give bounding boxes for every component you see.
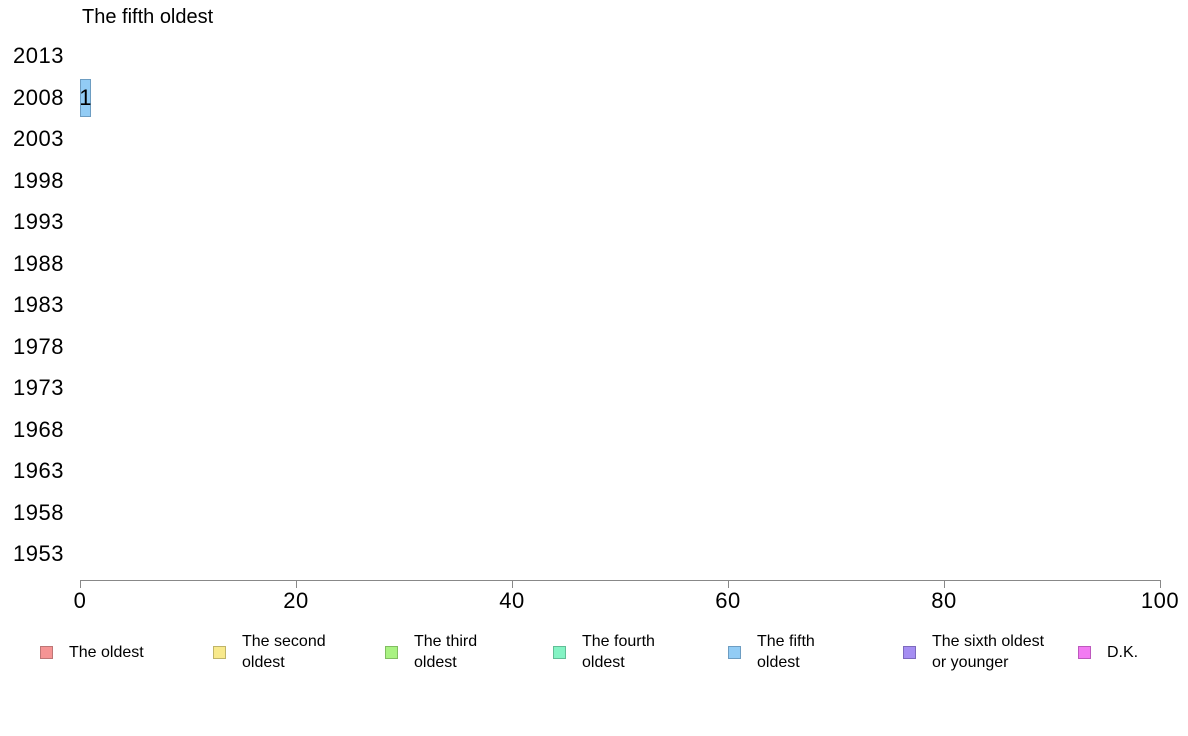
x-axis-tick-label: 100: [1140, 588, 1180, 613]
x-axis-line: [80, 580, 1161, 581]
bar-2008: [80, 78, 91, 117]
x-axis-tick-label: 20: [283, 588, 309, 613]
y-axis-label: 1963: [13, 458, 64, 483]
legend: The oldest The second oldest The third oldes…: [0, 626, 1188, 678]
y-axis-label: 1993: [13, 209, 64, 234]
x-axis-tick-label: 0: [73, 588, 87, 613]
y-axis-label: 1953: [13, 541, 64, 566]
legend-item-the-fourth-oldest: The fourth oldest: [553, 626, 655, 678]
legend-label: D.K.: [1107, 643, 1139, 661]
y-axis-label: 2008: [13, 84, 64, 110]
y-axis-label: 1998: [13, 167, 64, 193]
legend-item-the-sixth-oldest-or-younger: The sixth oldest or younger: [903, 626, 1044, 678]
legend-label: The second oldest: [242, 633, 326, 671]
legend-swatch-icon: [385, 645, 398, 659]
legend-label: The third oldest: [414, 633, 478, 671]
legend-item-the-oldest: The oldest: [40, 626, 144, 678]
y-axis-label: 2003: [13, 126, 64, 151]
legend-item-the-second-oldest: The second oldest: [213, 626, 326, 678]
y-axis-label: 1968: [13, 416, 64, 442]
legend-item-the-third-oldest: The third oldest: [385, 626, 477, 678]
x-axis-tick-label: 40: [499, 588, 525, 613]
x-axis-tick: [944, 580, 945, 588]
legend-swatch-icon: [903, 645, 916, 659]
bar-value-label: 1: [79, 84, 92, 110]
x-axis-tick: [296, 580, 297, 588]
legend-label: The fourth oldest: [582, 633, 655, 671]
legend-swatch-icon: [553, 645, 566, 659]
x-axis-tick-label: 80: [931, 588, 957, 613]
legend-swatch-icon: [40, 645, 53, 659]
y-axis-label: 2013: [13, 43, 64, 68]
legend-swatch-icon: [213, 645, 226, 659]
x-axis-tick: [512, 580, 513, 588]
y-axis-label: 1983: [13, 292, 64, 317]
legend-item-the-fifth-oldest: The fifth oldest: [728, 626, 815, 678]
y-axis-label: 1988: [13, 250, 64, 276]
y-axis-label: 1958: [13, 499, 64, 525]
chart-title: The fifth oldest: [82, 6, 214, 28]
legend-item-d-k: D.K.: [1078, 626, 1138, 678]
legend-label: The sixth oldest or younger: [932, 633, 1045, 671]
x-axis-tick: [80, 580, 81, 588]
x-axis-tick-label: 60: [715, 588, 741, 613]
legend-swatch-icon: [1078, 645, 1091, 659]
y-axis-label: 1973: [13, 375, 64, 400]
y-axis-label: 1978: [13, 333, 64, 359]
legend-swatch-icon: [728, 645, 741, 659]
x-axis-tick: [1160, 580, 1161, 588]
legend-label: The fifth oldest: [757, 633, 815, 671]
legend-label: The oldest: [69, 643, 144, 661]
x-axis-tick: [728, 580, 729, 588]
